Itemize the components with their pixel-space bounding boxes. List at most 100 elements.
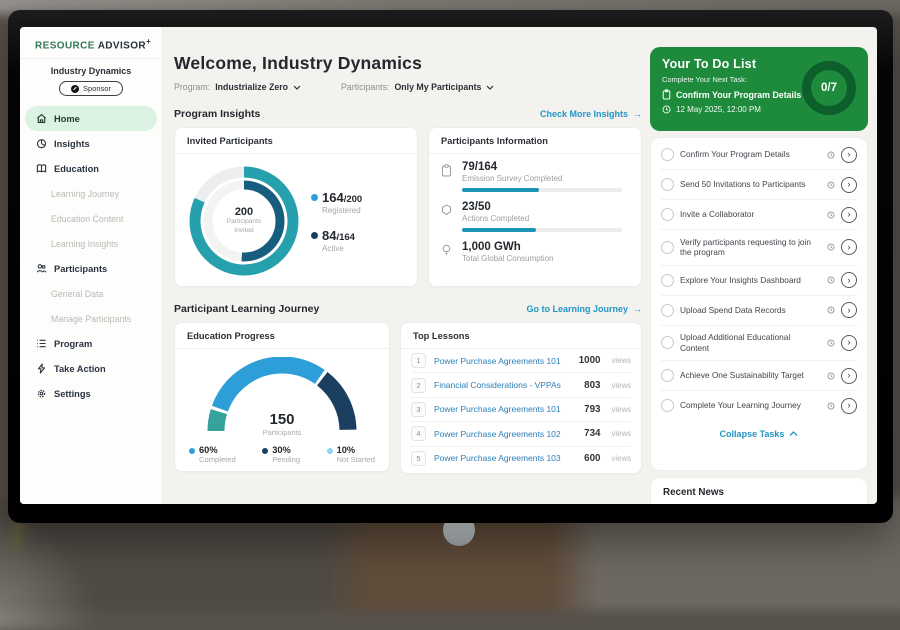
stat-actions-completed: 23/50 Actions Completed	[441, 201, 629, 232]
lesson-rank: 4	[411, 426, 426, 442]
invited-total: 200	[234, 206, 254, 219]
stat-label: Emission Survey Completed	[462, 174, 563, 183]
participants-dropdown[interactable]: Participants: Only My Participants	[341, 82, 494, 92]
participants-count: 150	[269, 411, 295, 428]
todo-checkbox[interactable]	[661, 399, 674, 413]
todo-item-label: Upload Additional Educational Content	[680, 332, 791, 353]
page-title: Welcome, Industry Dynamics	[174, 53, 423, 73]
todo-open-button[interactable]: ›	[841, 206, 857, 223]
pending-label: Pending	[272, 455, 301, 464]
sidebar-item-insights[interactable]: Insights	[20, 131, 162, 156]
todo-checkbox[interactable]	[661, 273, 674, 287]
pending-dot	[262, 447, 269, 454]
todo-item-label: Upload Spend Data Records	[680, 304, 786, 315]
clock-icon	[827, 372, 835, 380]
registered-dot	[311, 193, 318, 201]
todo-open-button[interactable]: ›	[841, 176, 857, 193]
todo-open-button[interactable]: ›	[841, 272, 857, 289]
lesson-link[interactable]: Power Purchase Agreements 103	[434, 453, 561, 464]
todo-open-button[interactable]: ›	[841, 302, 857, 319]
program-insights-title: Program Insights	[174, 108, 261, 120]
todo-checkbox[interactable]	[661, 148, 674, 161]
top-lessons-card: Top Lessons 1 Power Purchase Agreements …	[400, 322, 642, 474]
todo-checkbox[interactable]	[661, 208, 674, 221]
card-title: Top Lessons	[401, 323, 641, 349]
sidebar-item-label: Manage Participants	[51, 313, 132, 324]
todo-checkbox[interactable]	[661, 336, 674, 350]
clock-icon	[827, 211, 835, 219]
todo-item-label: Invite a Collaborator	[680, 209, 755, 220]
todo-item: Explore Your Insights Dashboard ›	[661, 266, 857, 296]
todo-open-button[interactable]: ›	[841, 334, 857, 351]
lesson-link[interactable]: Power Purchase Agreements 101	[434, 404, 561, 415]
lesson-rank: 1	[411, 353, 426, 369]
gauge-svg	[207, 356, 357, 432]
sidebar-item-manage-participants[interactable]: Manage Participants	[20, 306, 162, 331]
sidebar-item-education-content[interactable]: Education Content	[20, 206, 162, 231]
sidebar-item-education[interactable]: Education	[20, 156, 162, 181]
go-to-learning-journey-link[interactable]: Go to Learning Journey →	[526, 304, 642, 314]
stat-value: 79/164	[462, 161, 498, 173]
sidebar-item-participants[interactable]: Participants	[20, 256, 162, 281]
clock-icon	[827, 306, 835, 314]
sidebar-item-settings[interactable]: Settings	[20, 381, 162, 406]
invited-total-label: Participants Invited	[226, 218, 262, 234]
lesson-link[interactable]: Power Purchase Agreements 102	[434, 428, 561, 439]
lesson-link[interactable]: Power Purchase Agreements 101	[434, 355, 561, 366]
gauge-segment-completed	[207, 356, 357, 432]
lightbulb-icon	[441, 241, 454, 263]
todo-open-button[interactable]: ›	[841, 146, 857, 163]
clock-icon	[827, 276, 835, 284]
stat-label: Total Global Consumption	[462, 254, 554, 263]
todo-open-button[interactable]: ›	[841, 239, 857, 256]
lesson-rank: 5	[411, 450, 426, 466]
lesson-views: 600	[584, 452, 601, 464]
clock-icon	[827, 402, 835, 410]
home-icon	[36, 114, 47, 124]
collapse-tasks-link[interactable]: Collapse Tasks	[661, 420, 857, 439]
gauge-segment-pending	[207, 356, 357, 432]
todo-checkbox[interactable]	[661, 303, 674, 317]
sponsor-badge: Sponsor	[59, 81, 123, 97]
pending-pct: 30%	[272, 445, 291, 455]
stat-label: Actions Completed	[462, 214, 530, 223]
clipboard-icon	[662, 89, 671, 100]
program-dropdown[interactable]: Program: Industrialize Zero	[174, 82, 301, 92]
filter-bar: Program: Industrialize Zero Participants…	[174, 82, 642, 92]
sidebar: RESOURCE ADVISOR+ Industry Dynamics Spon…	[20, 27, 163, 504]
insights-icon	[36, 139, 47, 149]
legend-not-started: 10% Not Started	[326, 445, 375, 464]
sidebar-item-learning-insights[interactable]: Learning Insights	[20, 231, 162, 256]
program-insights-header: Program Insights Check More Insights →	[174, 108, 642, 120]
check-more-insights-link[interactable]: Check More Insights →	[540, 109, 642, 119]
active-of: /164	[336, 231, 355, 243]
clock-icon	[827, 181, 835, 189]
lesson-link[interactable]: Financial Considerations - VPPAs	[434, 380, 561, 391]
invited-donut-chart: 200 Participants Invited	[185, 162, 303, 280]
not-started-label: Not Started	[336, 455, 375, 464]
todo-item-label: Explore Your Insights Dashboard	[680, 274, 801, 285]
participants-value: Only My Participants	[394, 82, 482, 92]
views-label: views	[611, 404, 632, 414]
sidebar-item-program[interactable]: Program	[20, 331, 162, 356]
program-value: Industrialize Zero	[215, 82, 289, 92]
todo-open-button[interactable]: ›	[841, 367, 857, 384]
sidebar-item-general-data[interactable]: General Data	[20, 281, 162, 306]
todo-checkbox[interactable]	[661, 178, 674, 191]
sidebar-item-take-action[interactable]: Take Action	[20, 356, 162, 381]
inner-ring-active	[203, 180, 285, 262]
views-label: views	[611, 429, 632, 439]
sidebar-item-home[interactable]: Home	[25, 106, 157, 132]
todo-open-button[interactable]: ›	[841, 397, 857, 414]
education-card-body: 150 Participants 60% Completed 30%	[175, 349, 389, 464]
lesson-rank: 3	[411, 401, 426, 417]
stat-emission-survey: 79/164 Emission Survey Completed	[441, 161, 629, 192]
participants-count-label: Participants	[262, 428, 302, 437]
clock-icon	[662, 105, 671, 114]
sidebar-item-label: Learning Journey	[51, 188, 119, 199]
sidebar-item-label: Participants	[54, 263, 108, 274]
todo-checkbox[interactable]	[661, 240, 674, 254]
lesson-row: 5 Power Purchase Agreements 103 600 view…	[411, 447, 631, 470]
sidebar-item-learning-journey[interactable]: Learning Journey	[20, 181, 162, 206]
todo-checkbox[interactable]	[661, 369, 674, 383]
